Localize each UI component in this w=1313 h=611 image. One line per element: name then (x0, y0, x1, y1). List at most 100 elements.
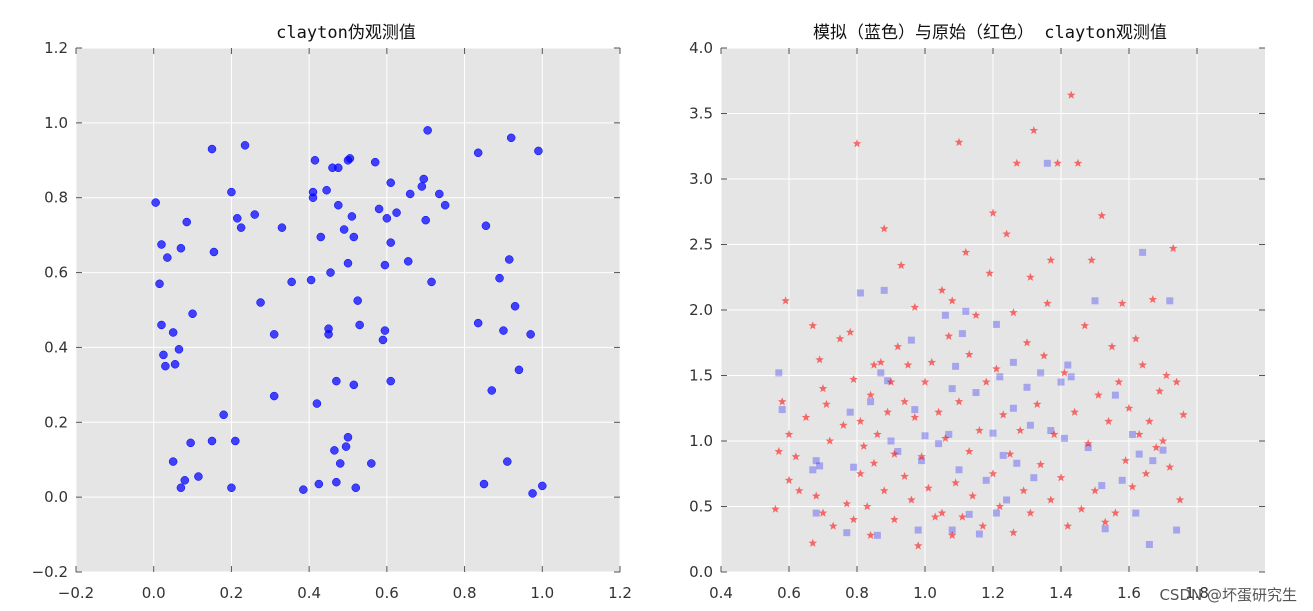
data-point (1148, 295, 1158, 304)
data-point (168, 328, 178, 337)
y-tick-label: 2.5 (689, 236, 713, 254)
data-point (989, 429, 997, 437)
data-point (1022, 338, 1032, 347)
y-tick-label: 0.6 (44, 264, 68, 282)
data-point (1179, 410, 1188, 419)
data-point (473, 148, 483, 158)
data-point (794, 486, 804, 495)
data-point (334, 200, 343, 210)
data-point (1151, 443, 1161, 452)
data-point (867, 398, 875, 406)
data-point (1073, 158, 1083, 167)
data-point (209, 247, 219, 257)
data-point (910, 412, 920, 422)
data-point (332, 376, 341, 386)
data-point (1094, 390, 1103, 399)
y-tick-label: −0.2 (32, 563, 68, 581)
data-point (880, 286, 888, 294)
data-point (1043, 159, 1051, 167)
data-point (479, 479, 489, 489)
data-point (964, 446, 974, 456)
data-point (918, 457, 926, 465)
data-point (1173, 526, 1181, 534)
y-tick-label: 1.5 (689, 367, 713, 385)
data-point (948, 526, 956, 534)
data-point (958, 512, 967, 521)
data-point (343, 433, 353, 442)
data-point (1155, 386, 1164, 395)
data-point (1083, 439, 1093, 448)
data-point (1139, 248, 1147, 256)
data-point (996, 373, 1004, 381)
data-point (495, 273, 504, 283)
x-tick-label: −0.2 (58, 584, 94, 602)
x-tick-label: 1.8 (1185, 584, 1209, 602)
data-point (822, 399, 831, 408)
data-point (873, 531, 881, 539)
y-tick-label: 0.5 (689, 498, 713, 516)
x-tick-label: 0.0 (142, 584, 166, 602)
data-point (856, 416, 865, 425)
data-point (835, 334, 845, 343)
data-point (392, 208, 401, 217)
data-point (941, 433, 950, 443)
data-point (326, 268, 335, 277)
data-point (176, 243, 186, 253)
data-point (934, 407, 943, 416)
y-tick-label: 0.2 (44, 413, 68, 431)
data-point (1013, 459, 1021, 467)
data-point (911, 406, 919, 414)
series-star (771, 90, 1188, 550)
data-point (332, 477, 341, 487)
data-point (312, 399, 322, 408)
data-point (972, 389, 980, 397)
data-point (812, 509, 820, 517)
data-point (1039, 351, 1049, 360)
data-point (227, 187, 236, 197)
data-point (852, 139, 862, 148)
data-point (900, 397, 909, 406)
data-point (330, 446, 339, 455)
data-point (1117, 298, 1127, 308)
data-point (914, 526, 922, 534)
data-point (954, 137, 964, 146)
data-point (176, 483, 186, 493)
data-point (952, 362, 960, 370)
data-point (174, 345, 184, 354)
data-point (869, 360, 879, 369)
plot-area (76, 48, 620, 572)
data-point (1138, 360, 1147, 369)
data-point (924, 483, 933, 492)
x-tick-label: 1.2 (981, 584, 1005, 602)
data-point (240, 141, 250, 150)
data-point (1145, 416, 1154, 425)
data-point (1159, 446, 1167, 454)
data-point (1026, 508, 1035, 517)
data-point (781, 296, 790, 305)
data-point (951, 478, 960, 487)
watermark: CSDN @坏蛋研究生 (1159, 586, 1297, 604)
data-point (481, 221, 491, 231)
data-point (324, 330, 333, 339)
data-point (207, 144, 217, 154)
data-point (1149, 457, 1157, 465)
data-point (958, 330, 966, 338)
data-point (811, 491, 821, 500)
data-point (903, 360, 913, 369)
data-point (236, 223, 246, 232)
chart-clayton-pseudo-observations: clayton伪观测值 −0.2 0.0 0.2 0.4 0.6 0.8 1.0 1.2 −0.… (32, 23, 632, 602)
data-point (877, 369, 885, 377)
data-point (955, 466, 963, 474)
data-point (339, 225, 349, 234)
data-point (866, 390, 875, 399)
data-point (1030, 474, 1038, 482)
data-point (816, 462, 824, 470)
data-point (910, 302, 920, 312)
data-point (883, 407, 892, 416)
data-point (335, 459, 345, 468)
data-point (1009, 358, 1017, 366)
data-point (913, 541, 923, 550)
data-point (869, 458, 879, 467)
y-tick-label: 0.4 (44, 338, 68, 356)
data-point (890, 515, 899, 524)
